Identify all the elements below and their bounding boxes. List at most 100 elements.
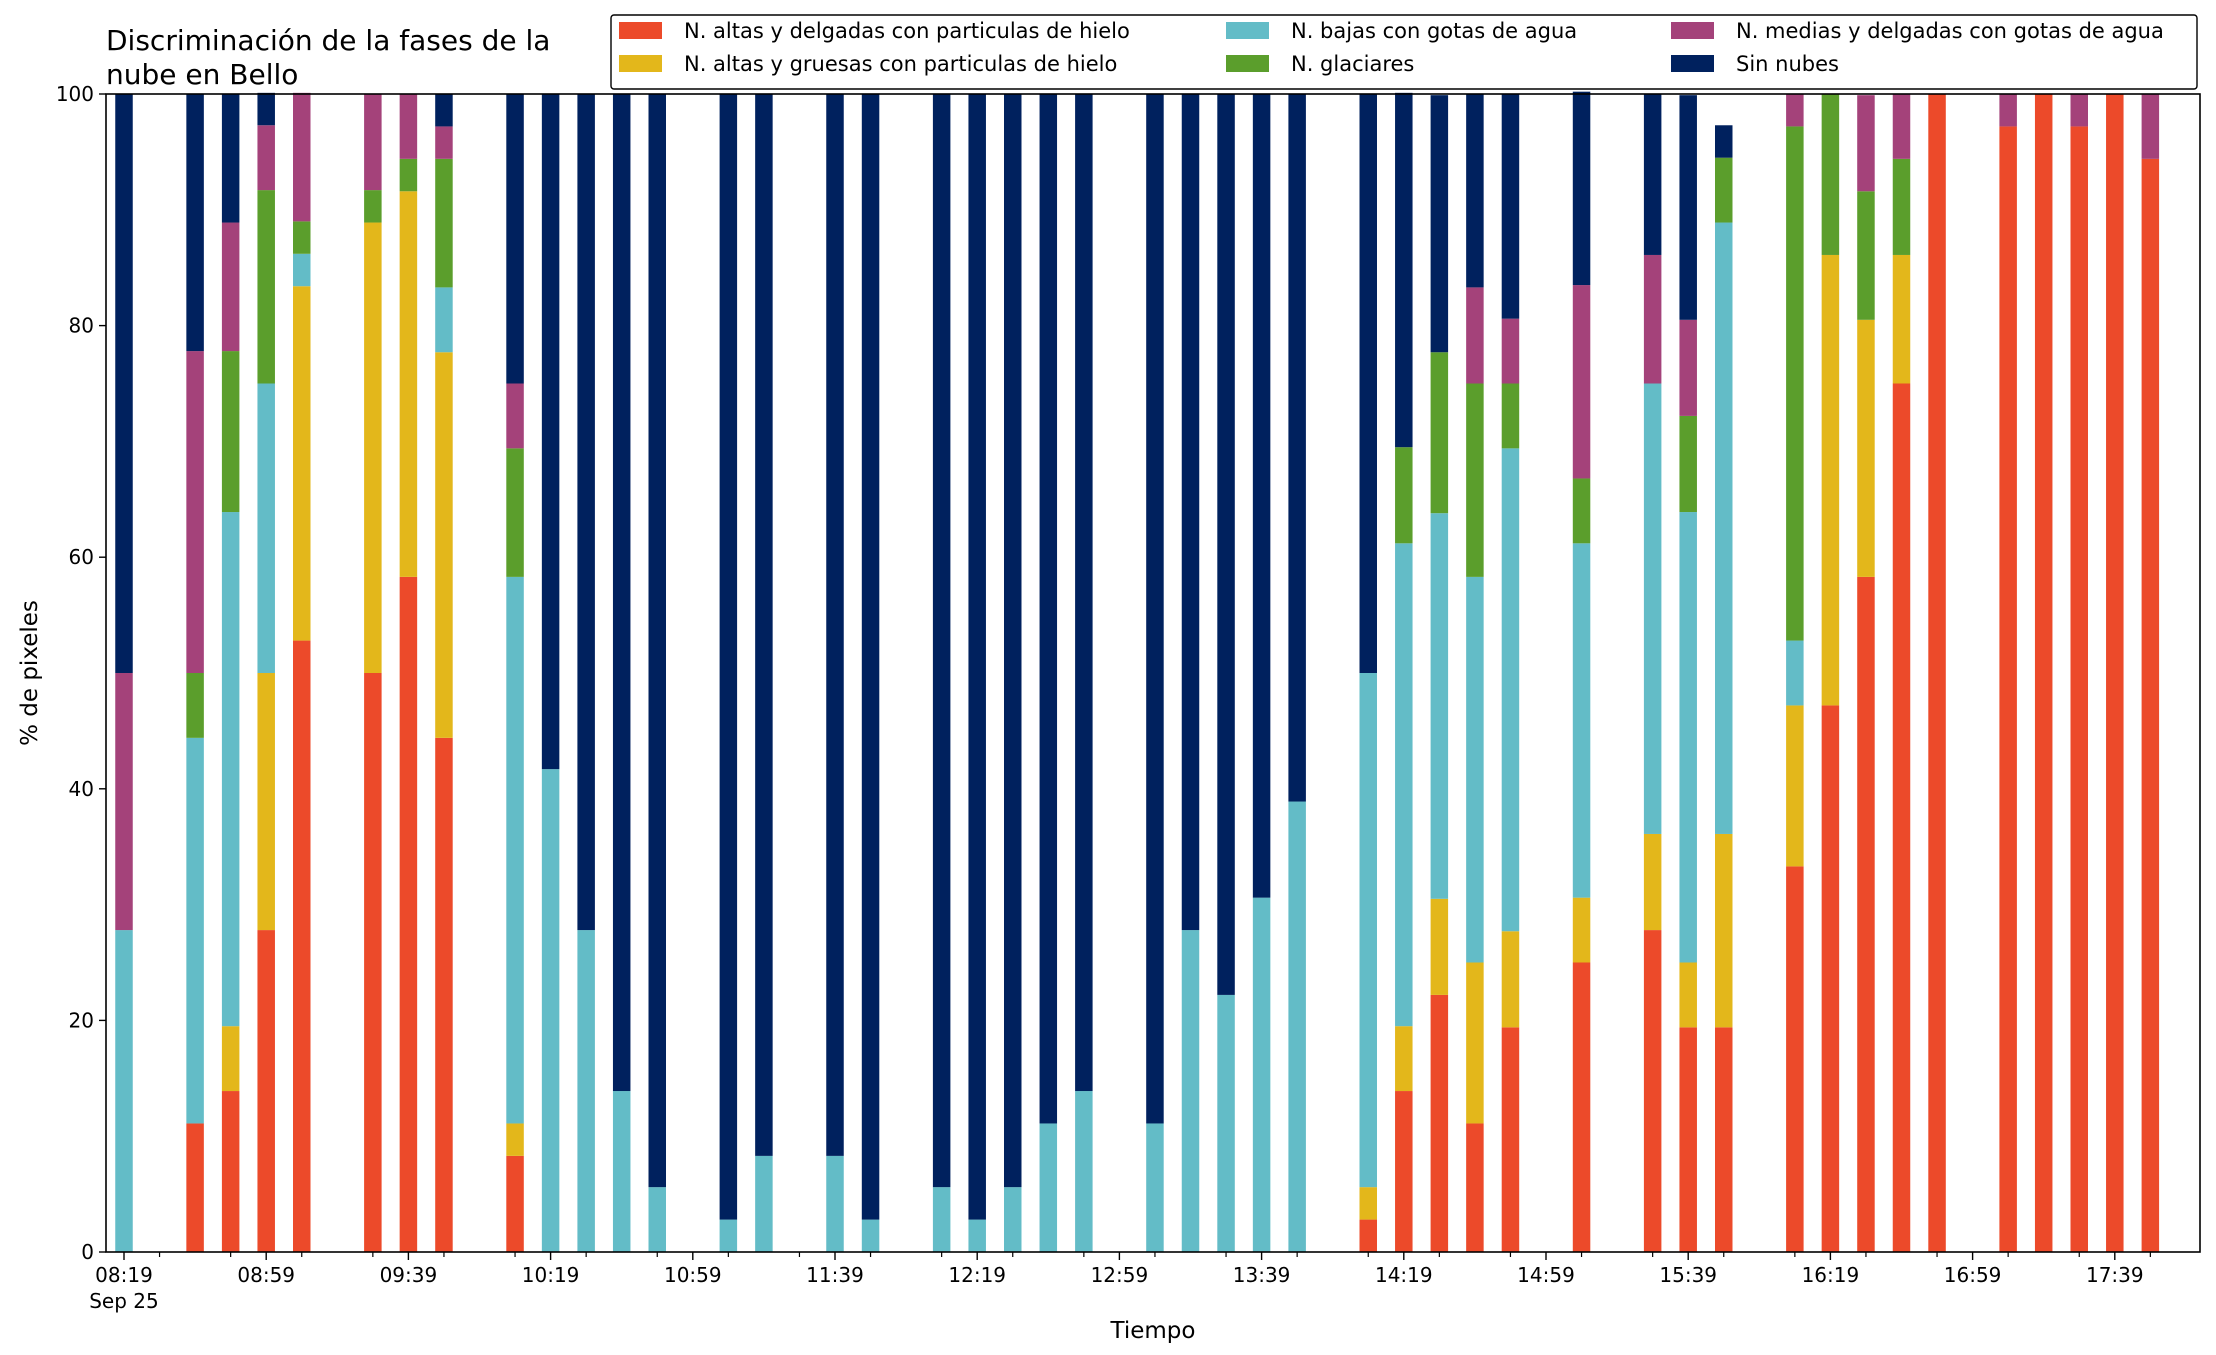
bar-segment-3-30	[1146, 1123, 1164, 1252]
bar-segment-3-34	[1288, 801, 1306, 1252]
x-tick-label-9: 13:39	[1233, 1263, 1291, 1287]
bar-segment-1-37	[1395, 1091, 1413, 1252]
legend-frame	[610, 14, 2198, 90]
chart-title-line-1: Discriminación de la fases de la	[106, 24, 550, 57]
x-tick-label-1: 08:19	[95, 1263, 153, 1287]
y-tick-label-100: 100	[56, 82, 94, 106]
x-axis-title: Tiempo	[1110, 1318, 1196, 1344]
bar-segment-1-49	[1821, 705, 1840, 1252]
bar-segment-1-58	[2141, 158, 2160, 1253]
legend-label-5: N. medias y delgadas con gotas de agua	[1736, 19, 2164, 43]
x-tick-date-label: Sep 25	[89, 1289, 159, 1313]
bar-segment-2-40	[1501, 931, 1520, 1028]
bar-segment-2-5	[257, 673, 275, 931]
bar-segment-5-48	[1786, 94, 1804, 127]
y-axis: 0 20 40 60 80 100	[56, 82, 106, 1264]
bar-segment-5-1	[115, 673, 133, 931]
bar-segment-2-9	[399, 191, 418, 577]
bar-segment-2-44	[1643, 833, 1662, 931]
bar-segment-6-12	[506, 94, 524, 384]
bar-segment-5-5	[257, 125, 275, 191]
bar-segment-5-42	[1572, 285, 1591, 479]
bar-segment-4-9	[399, 158, 418, 192]
bar-segment-3-32	[1217, 994, 1235, 1252]
bar-segment-1-57	[2106, 94, 2124, 1252]
bar-segment-2-42	[1572, 897, 1591, 963]
bar-segment-3-28	[1075, 1091, 1093, 1252]
bar-segment-4-49	[1821, 94, 1840, 255]
bar-segment-3-1	[115, 930, 133, 1252]
bar-segment-5-50	[1857, 95, 1875, 192]
legend-label-4: N. glaciares	[1291, 52, 1414, 76]
legend-label-1: N. altas y delgadas con particulas de hi…	[684, 19, 1130, 43]
bar-segment-6-31	[1181, 94, 1200, 931]
bar-segment-6-22	[861, 94, 880, 1220]
bar-segment-5-40	[1501, 318, 1520, 384]
bar-segment-3-6	[293, 253, 311, 287]
bar-segment-2-49	[1821, 254, 1840, 706]
bar-segment-6-26	[1004, 94, 1022, 1188]
bar-segment-4-4	[221, 351, 240, 513]
bar-segment-6-21	[826, 94, 844, 1156]
bar-segment-5-4	[221, 222, 240, 352]
bar-segment-3-4	[221, 512, 240, 1027]
bar-segment-5-54	[1999, 94, 2017, 127]
x-tick-label-14: 16:59	[1944, 1263, 2002, 1287]
bar-segment-1-10	[435, 737, 453, 1252]
bar-segment-3-21	[826, 1155, 844, 1252]
bar-segment-1-48	[1786, 866, 1804, 1252]
bar-segment-6-36	[1359, 94, 1377, 673]
bar-segment-4-40	[1501, 383, 1520, 449]
bar-segment-2-8	[364, 222, 382, 674]
bar-segment-3-36	[1359, 673, 1377, 1188]
bar-segment-3-45	[1679, 512, 1697, 963]
bar-segment-6-25	[968, 94, 986, 1220]
bar-segment-2-51	[1892, 254, 1911, 384]
y-axis-title: % de pixeles	[17, 600, 43, 746]
bar-segment-6-46	[1715, 125, 1733, 158]
bar-segment-1-40	[1501, 1027, 1520, 1252]
bar-segment-5-58	[2141, 94, 2160, 159]
x-tick-label-10: 14:19	[1375, 1263, 1433, 1287]
bar-segment-6-39	[1466, 94, 1484, 288]
y-tick-label-40: 40	[69, 777, 94, 801]
legend-swatch-5	[1671, 22, 1714, 39]
bar-segment-2-10	[435, 352, 453, 738]
bar-segment-1-6	[293, 640, 311, 1252]
y-tick-label-60: 60	[69, 545, 94, 569]
bar-segment-6-27	[1039, 94, 1058, 1124]
bar-segment-2-37	[1395, 1026, 1413, 1092]
legend-label-3: N. bajas con gotas de agua	[1291, 19, 1577, 43]
bar-segment-6-32	[1217, 94, 1235, 995]
bar-segment-3-22	[861, 1219, 880, 1252]
bar-segment-1-4	[221, 1091, 240, 1252]
x-tick-label-11: 14:59	[1517, 1263, 1575, 1287]
bar-segment-2-45	[1679, 962, 1697, 1028]
bar-segment-5-12	[506, 383, 524, 449]
bar-segment-6-40	[1501, 94, 1520, 319]
bar-segment-3-38	[1430, 513, 1449, 899]
x-tick-label-6: 11:39	[806, 1263, 864, 1287]
bar-segment-6-3	[186, 94, 204, 352]
bar-segment-6-1	[115, 94, 133, 673]
bar-segment-1-46	[1715, 1027, 1733, 1252]
bar-segment-4-10	[435, 158, 453, 288]
bar-segment-3-44	[1643, 383, 1662, 834]
bar-segment-4-51	[1892, 158, 1911, 255]
bar-segment-6-34	[1288, 94, 1306, 802]
bar-segment-6-38	[1430, 95, 1449, 353]
bar-segment-4-37	[1395, 447, 1413, 544]
bar-segment-1-44	[1643, 930, 1662, 1252]
legend-swatch-1	[619, 22, 662, 39]
bar-segment-6-5	[257, 92, 275, 126]
bar-segment-3-18	[719, 1219, 738, 1252]
bar-segment-2-50	[1857, 319, 1875, 577]
bar-segment-4-45	[1679, 415, 1697, 513]
bar-segment-4-5	[257, 190, 275, 384]
bar-segment-4-38	[1430, 352, 1449, 514]
bar-segment-5-45	[1679, 319, 1697, 416]
bar-segment-1-39	[1466, 1123, 1484, 1252]
x-tick-label-8: 12:59	[1091, 1263, 1149, 1287]
bar-segment-4-8	[364, 190, 382, 223]
bars	[115, 91, 2160, 1253]
